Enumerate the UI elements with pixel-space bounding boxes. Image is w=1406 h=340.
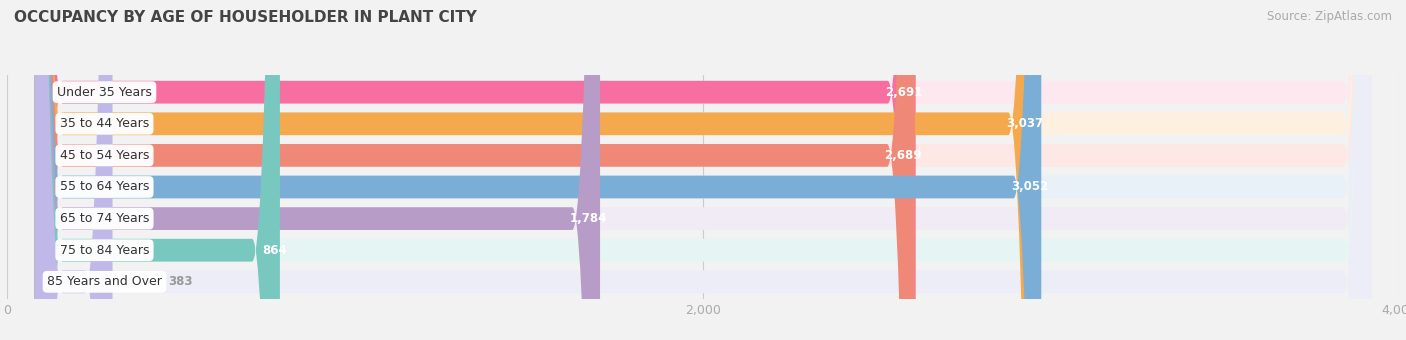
Text: 1,784: 1,784: [569, 212, 607, 225]
Text: 3,037: 3,037: [1005, 117, 1043, 130]
Text: 75 to 84 Years: 75 to 84 Years: [59, 244, 149, 257]
FancyBboxPatch shape: [35, 0, 1042, 340]
FancyBboxPatch shape: [35, 0, 1371, 340]
FancyBboxPatch shape: [35, 0, 1371, 340]
Text: 35 to 44 Years: 35 to 44 Years: [60, 117, 149, 130]
Text: 85 Years and Over: 85 Years and Over: [46, 275, 162, 288]
Text: OCCUPANCY BY AGE OF HOUSEHOLDER IN PLANT CITY: OCCUPANCY BY AGE OF HOUSEHOLDER IN PLANT…: [14, 10, 477, 25]
FancyBboxPatch shape: [35, 0, 1371, 340]
Text: Under 35 Years: Under 35 Years: [58, 86, 152, 99]
FancyBboxPatch shape: [35, 0, 600, 340]
Text: 45 to 54 Years: 45 to 54 Years: [60, 149, 149, 162]
FancyBboxPatch shape: [35, 0, 280, 340]
Text: 3,052: 3,052: [1011, 181, 1049, 193]
Text: 2,691: 2,691: [886, 86, 922, 99]
Text: 864: 864: [262, 244, 287, 257]
FancyBboxPatch shape: [35, 0, 1371, 340]
Text: 65 to 74 Years: 65 to 74 Years: [60, 212, 149, 225]
FancyBboxPatch shape: [35, 0, 1371, 340]
FancyBboxPatch shape: [35, 0, 1371, 340]
FancyBboxPatch shape: [35, 0, 112, 340]
Text: 55 to 64 Years: 55 to 64 Years: [60, 181, 149, 193]
Text: 2,689: 2,689: [884, 149, 922, 162]
FancyBboxPatch shape: [35, 0, 1371, 340]
Text: 383: 383: [169, 275, 193, 288]
Text: Source: ZipAtlas.com: Source: ZipAtlas.com: [1267, 10, 1392, 23]
FancyBboxPatch shape: [35, 0, 1036, 340]
FancyBboxPatch shape: [35, 0, 915, 340]
FancyBboxPatch shape: [35, 0, 915, 340]
